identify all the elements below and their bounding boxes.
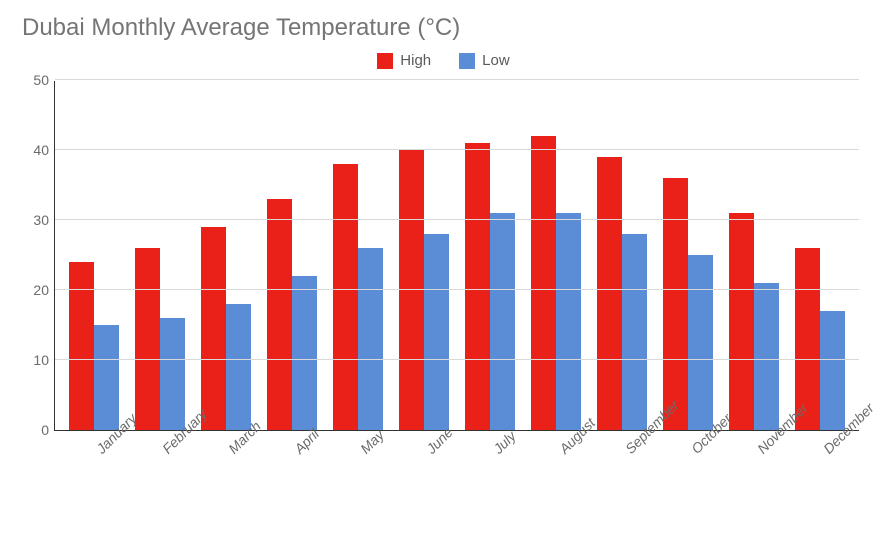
bar-group <box>787 81 853 430</box>
bar-low <box>292 276 317 430</box>
legend-item-low: Low <box>459 52 510 69</box>
grid-line <box>55 289 859 290</box>
bar-group <box>589 81 655 430</box>
legend-swatch-high <box>377 53 393 69</box>
bar-low <box>424 234 449 430</box>
y-tick-label: 0 <box>23 422 49 438</box>
bar-high <box>597 157 622 430</box>
x-axis-row: JanuaryFebruaryMarchAprilMayJuneJulyAugu… <box>54 437 859 507</box>
bar-low <box>358 248 383 430</box>
x-tick-cell: April <box>258 437 324 507</box>
bar-high <box>663 178 688 430</box>
bar-group <box>193 81 259 430</box>
x-tick-cell: May <box>324 437 390 507</box>
x-tick-label: May <box>357 427 387 457</box>
bar-low <box>160 318 185 430</box>
legend-item-high: High <box>377 52 431 69</box>
y-tick-label: 40 <box>23 142 49 158</box>
plot-area: 01020304050 <box>54 81 859 431</box>
x-tick-cell: August <box>523 437 589 507</box>
bar-high <box>135 248 160 430</box>
x-tick-cell: June <box>390 437 456 507</box>
grid-line <box>55 219 859 220</box>
bar-low <box>490 213 515 430</box>
x-tick-cell: July <box>456 437 522 507</box>
bar-high <box>267 199 292 430</box>
bar-low <box>754 283 779 430</box>
bar-high <box>399 150 424 430</box>
bar-high <box>69 262 94 430</box>
bar-high <box>333 164 358 430</box>
bar-high <box>201 227 226 430</box>
legend: High Low <box>20 52 867 69</box>
grid-line <box>55 79 859 80</box>
x-tick-cell: March <box>192 437 258 507</box>
bar-high <box>465 143 490 430</box>
bar-group <box>325 81 391 430</box>
bar-low <box>556 213 581 430</box>
x-tick-cell: September <box>589 437 655 507</box>
x-tick-cell: February <box>126 437 192 507</box>
y-tick-label: 20 <box>23 282 49 298</box>
bar-group <box>655 81 721 430</box>
x-tick-cell: November <box>721 437 787 507</box>
bar-low <box>688 255 713 430</box>
grid-line <box>55 149 859 150</box>
plot-wrap: 01020304050 JanuaryFebruaryMarchAprilMay… <box>54 81 859 507</box>
bar-group <box>259 81 325 430</box>
bar-high <box>729 213 754 430</box>
chart-container: Dubai Monthly Average Temperature (°C) H… <box>0 0 887 537</box>
bar-group <box>61 81 127 430</box>
bar-high <box>531 136 556 430</box>
bar-group <box>391 81 457 430</box>
bar-group <box>457 81 523 430</box>
legend-swatch-low <box>459 53 475 69</box>
bar-group <box>127 81 193 430</box>
x-tick-cell: December <box>787 437 853 507</box>
y-tick-label: 50 <box>23 72 49 88</box>
bar-group <box>721 81 787 430</box>
x-tick-cell: January <box>60 437 126 507</box>
bar-group <box>523 81 589 430</box>
y-tick-label: 30 <box>23 212 49 228</box>
bar-low <box>820 311 845 430</box>
x-tick-label: July <box>490 428 519 457</box>
bar-low <box>622 234 647 430</box>
bars-row <box>55 81 859 430</box>
grid-line <box>55 359 859 360</box>
chart-title: Dubai Monthly Average Temperature (°C) <box>22 14 867 42</box>
x-tick-cell: October <box>655 437 721 507</box>
y-tick-label: 10 <box>23 352 49 368</box>
bar-low <box>94 325 119 430</box>
legend-label-low: Low <box>482 52 510 69</box>
bar-low <box>226 304 251 430</box>
legend-label-high: High <box>400 52 431 69</box>
